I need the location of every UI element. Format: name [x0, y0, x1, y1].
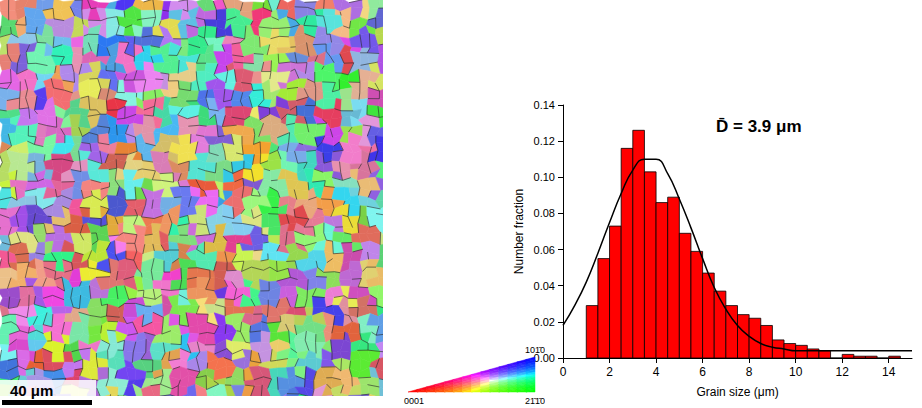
- svg-text:8: 8: [746, 365, 753, 379]
- svg-text:0.00: 0.00: [533, 352, 555, 364]
- svg-text:14: 14: [882, 365, 896, 379]
- svg-text:0001: 0001: [404, 396, 424, 406]
- svg-text:0.08: 0.08: [534, 207, 555, 219]
- svg-text:40 μm: 40 μm: [10, 382, 53, 399]
- svg-text:101̄0: 101̄0: [525, 345, 545, 355]
- svg-text:0.04: 0.04: [534, 280, 555, 292]
- svg-text:4: 4: [653, 365, 660, 379]
- svg-text:12: 12: [836, 365, 850, 379]
- svg-text:0: 0: [560, 365, 567, 379]
- svg-text:2: 2: [606, 365, 613, 379]
- svg-text:Number fraction: Number fraction: [512, 189, 526, 274]
- svg-text:Grain size (μm): Grain size (μm): [696, 385, 778, 399]
- svg-text:21̄1̄0: 21̄1̄0: [525, 396, 545, 406]
- svg-text:0.02: 0.02: [534, 316, 555, 328]
- svg-text:0.10: 0.10: [534, 171, 555, 183]
- svg-text:0.14: 0.14: [534, 99, 555, 111]
- svg-text:D̄ = 3.9 μm: D̄ = 3.9 μm: [716, 117, 802, 136]
- svg-text:6: 6: [699, 365, 706, 379]
- svg-text:0.12: 0.12: [534, 135, 555, 147]
- svg-text:10: 10: [789, 365, 803, 379]
- svg-text:0.06: 0.06: [534, 244, 555, 256]
